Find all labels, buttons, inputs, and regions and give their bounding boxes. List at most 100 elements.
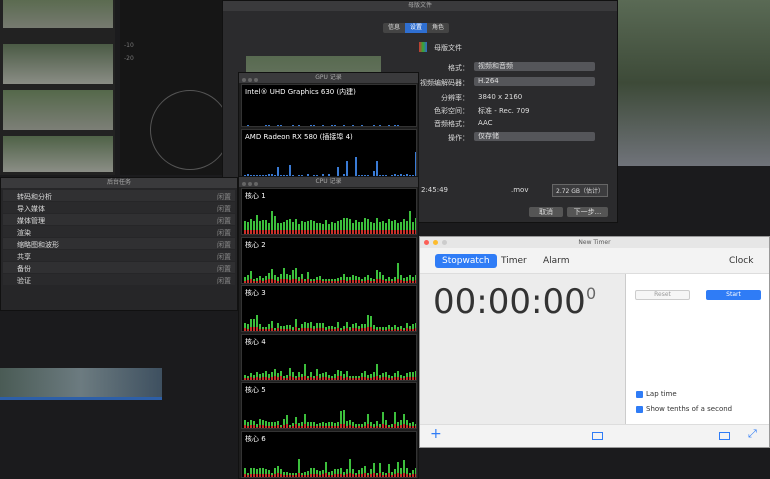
- usage-bar: [394, 276, 396, 283]
- option[interactable]: Show tenths of a second: [636, 405, 732, 413]
- fullscreen-button[interactable]: ⤢: [748, 427, 757, 440]
- usage-bar: [274, 327, 276, 331]
- usage-bar: [358, 326, 360, 331]
- usage-bar: [271, 210, 273, 234]
- usage-bar: [376, 270, 378, 283]
- minimize[interactable]: [433, 240, 438, 245]
- usage-bar: [310, 278, 312, 283]
- thumbnail[interactable]: [3, 44, 113, 84]
- add-button[interactable]: +: [430, 426, 442, 442]
- viewer: [615, 0, 770, 166]
- tab[interactable]: Timer: [501, 256, 527, 266]
- field-label: 视频编解码器：: [420, 79, 469, 87]
- usage-bar: [364, 174, 366, 176]
- task-row: [3, 190, 235, 201]
- vectorscope: [150, 90, 230, 170]
- usage-bar: [280, 424, 282, 428]
- tab[interactable]: 设置: [405, 23, 428, 33]
- usage-bar: [385, 372, 387, 380]
- start-button[interactable]: Start: [706, 290, 761, 300]
- usage-bar: [286, 220, 288, 234]
- usage-bar: [277, 222, 279, 234]
- cancel-button[interactable]: 取消: [529, 207, 563, 217]
- usage-bar: [283, 268, 285, 283]
- usage-bar: [310, 421, 312, 428]
- usage-bar: [304, 278, 306, 283]
- usage-bar: [292, 174, 294, 176]
- split-button[interactable]: [592, 432, 603, 440]
- usage-bar: [400, 174, 402, 176]
- duration: 2:45:49: [421, 186, 448, 194]
- thumbnail[interactable]: [3, 136, 113, 172]
- tab[interactable]: Alarm: [543, 256, 570, 266]
- usage-bar: [259, 324, 261, 331]
- title-bar: 母版文件: [223, 1, 617, 11]
- usage-bar: [265, 468, 267, 477]
- usage-bar: [376, 327, 378, 331]
- usage-bar: [346, 469, 348, 477]
- task-name: 备份: [17, 265, 31, 273]
- usage-bar: [361, 323, 363, 331]
- usage-bar: [379, 374, 381, 380]
- close[interactable]: [424, 240, 429, 245]
- usage-bar: [316, 423, 318, 428]
- usage-bar: [253, 468, 255, 477]
- usage-bar: [316, 276, 318, 283]
- usage-bar: [406, 322, 408, 331]
- usage-bar: [385, 174, 387, 176]
- usage-bar: [283, 222, 285, 234]
- usage-bar: [328, 422, 330, 428]
- core-panel: 核心 5: [241, 382, 417, 429]
- popup[interactable]: 视频和音频: [474, 62, 595, 71]
- usage-bar: [280, 468, 282, 477]
- core-panel: 核心 4: [241, 333, 417, 381]
- usage-bar: [400, 326, 402, 331]
- usage-bar: [373, 171, 375, 176]
- next-button[interactable]: 下一步...: [567, 207, 608, 217]
- usage-bar: [334, 423, 336, 428]
- usage-bar: [340, 328, 342, 331]
- usage-bar: [250, 270, 252, 283]
- task-name: 共享: [17, 253, 31, 261]
- reset-button[interactable]: Reset: [635, 290, 690, 300]
- usage-bar: [301, 323, 303, 331]
- core-panel: 核心 6: [241, 430, 417, 478]
- usage-bar: [409, 371, 411, 380]
- usage-bar: [289, 424, 291, 428]
- popup[interactable]: 仅存储: [474, 132, 595, 141]
- usage-bar: [391, 424, 393, 428]
- usage-bar: [409, 174, 411, 176]
- usage-bar: [322, 125, 324, 126]
- usage-bar: [328, 174, 330, 176]
- usage-bar: [298, 458, 300, 477]
- usage-bar: [289, 165, 291, 176]
- task-name: 转码和分析: [17, 193, 52, 201]
- usage-bar: [364, 218, 366, 234]
- usage-bar: [265, 175, 267, 176]
- usage-bar: [250, 468, 252, 477]
- tab[interactable]: Stopwatch: [435, 254, 497, 268]
- usage-bar: [394, 220, 396, 234]
- usage-bar: [358, 175, 360, 176]
- popup[interactable]: H.264: [474, 77, 595, 86]
- thumbnail[interactable]: [3, 90, 113, 130]
- tab[interactable]: 信息: [388, 24, 401, 31]
- tab[interactable]: Clock: [729, 256, 754, 266]
- usage-bar: [247, 274, 249, 283]
- usage-bar: [247, 221, 249, 234]
- usage-bar: [307, 221, 309, 234]
- usage-bar: [376, 472, 378, 477]
- thumbnail[interactable]: [3, 0, 113, 28]
- usage-bar: [253, 221, 255, 234]
- usage-bar: [262, 220, 264, 234]
- usage-bar: [313, 376, 315, 380]
- usage-bar: [265, 219, 267, 234]
- usage-bar: [271, 321, 273, 331]
- tab[interactable]: 角色: [432, 24, 445, 31]
- usage-bar: [379, 423, 381, 428]
- usage-bar: [274, 216, 276, 234]
- zoom[interactable]: [442, 240, 447, 245]
- usage-bar: [277, 466, 279, 477]
- window-button[interactable]: [719, 432, 730, 440]
- option[interactable]: Lap time: [636, 390, 677, 398]
